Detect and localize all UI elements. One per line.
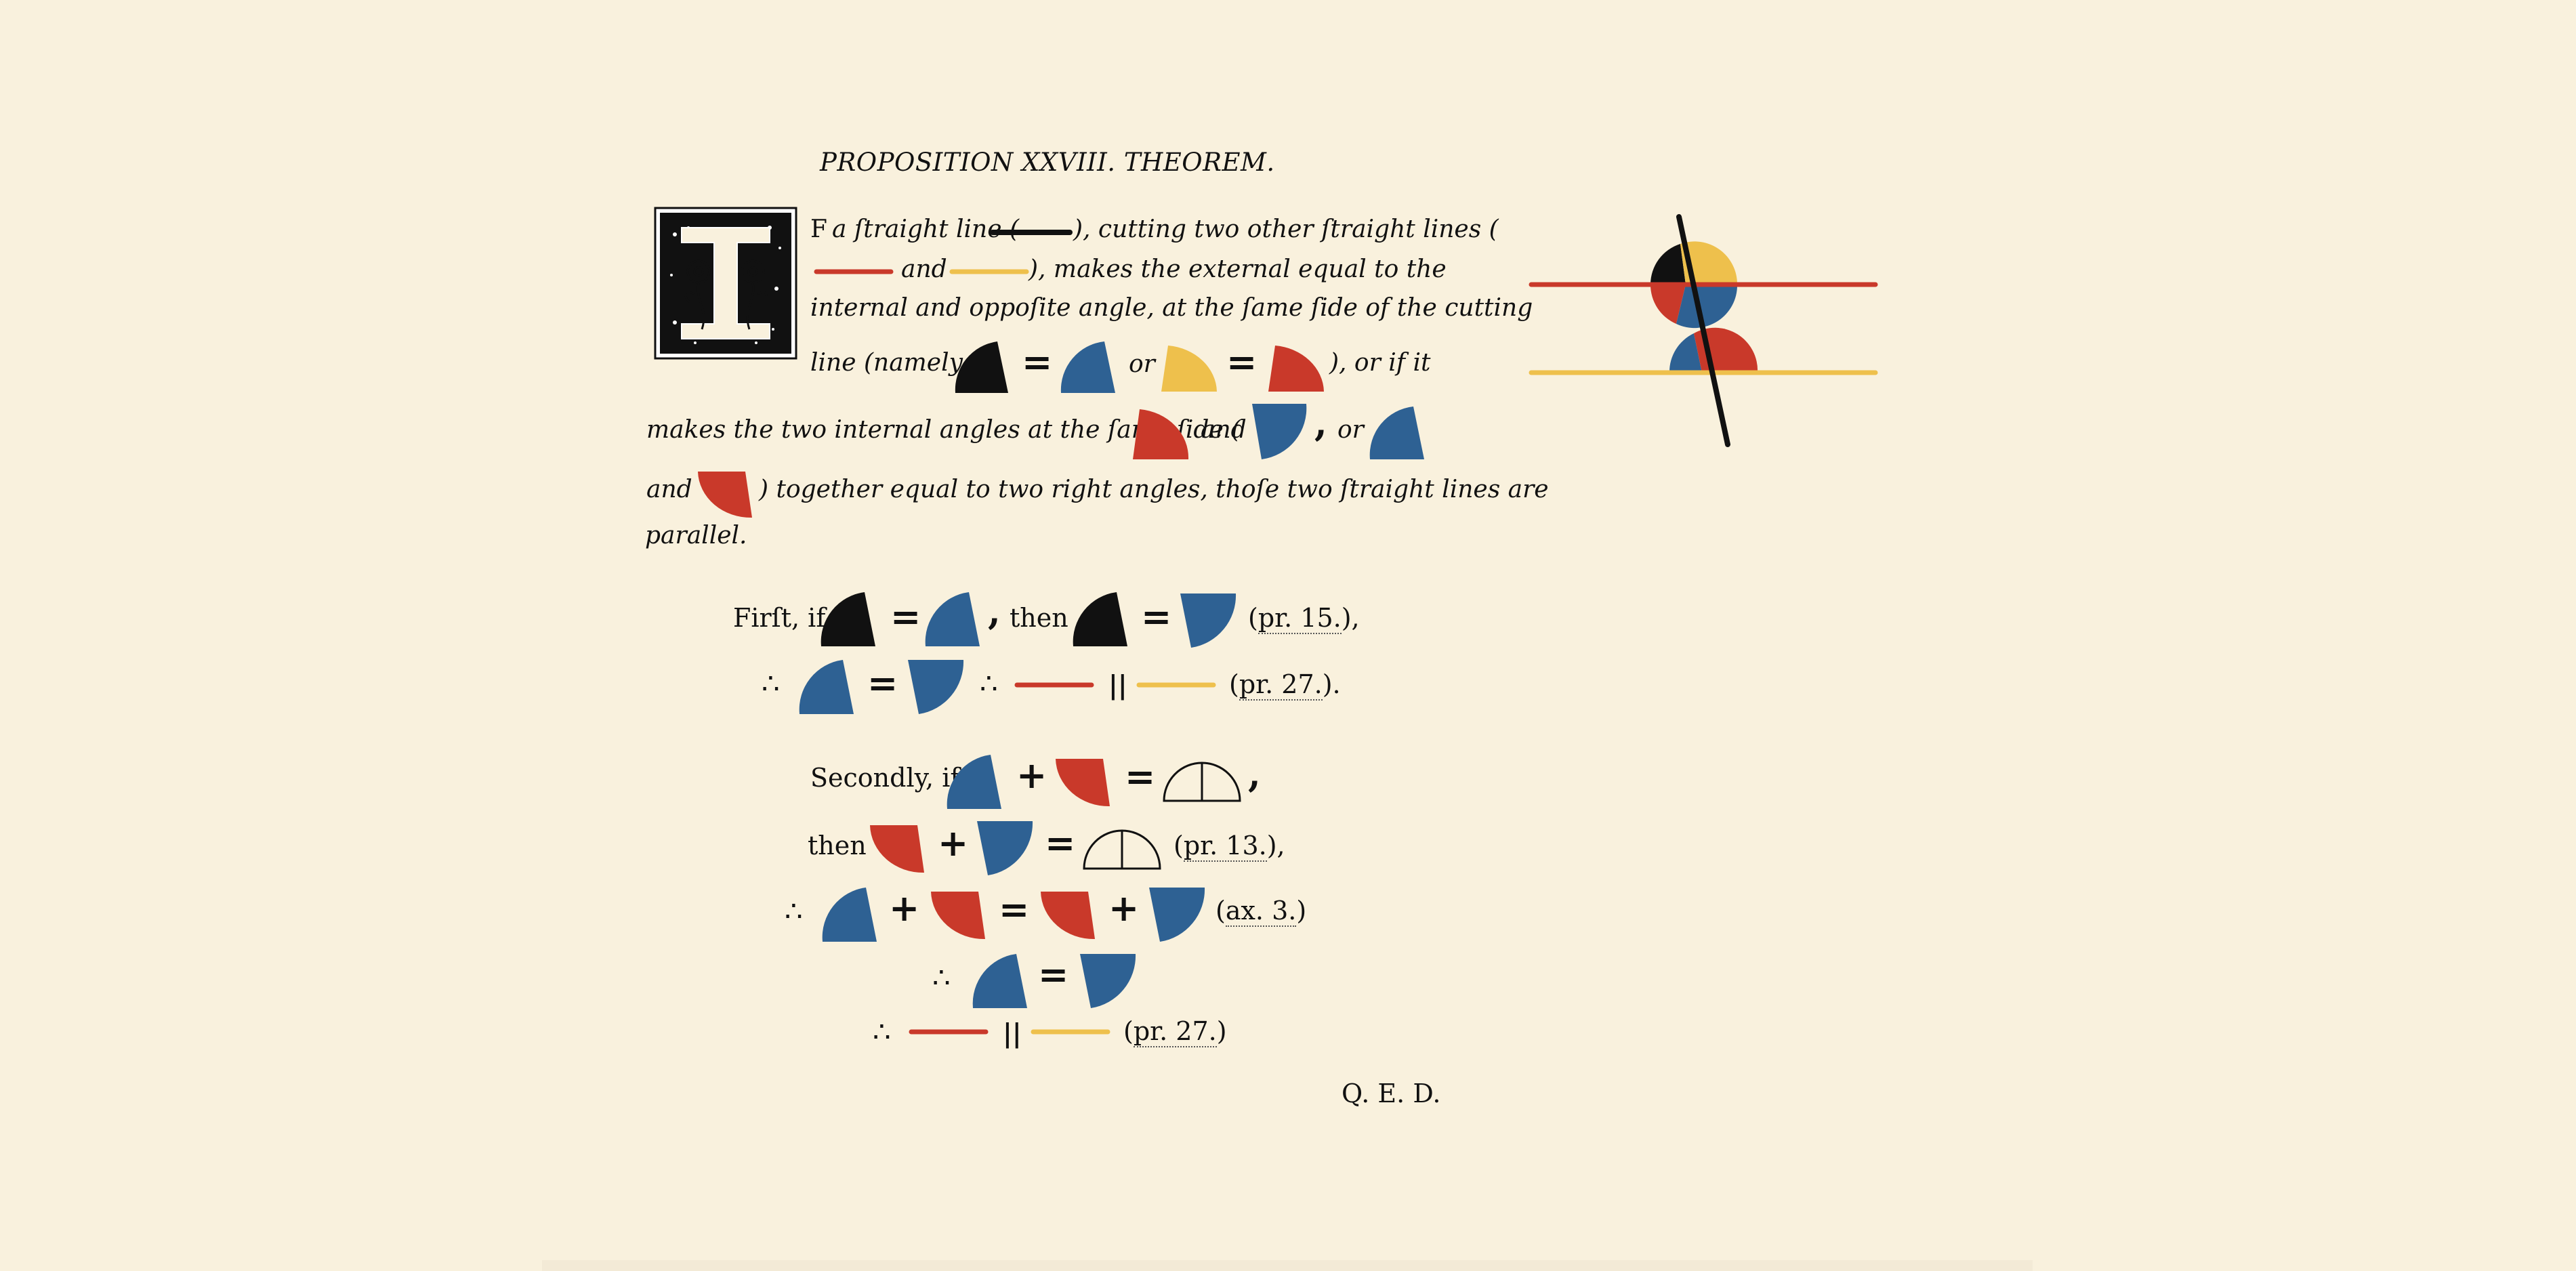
- plus-sign: +: [1016, 753, 1047, 797]
- equals-sign: =: [890, 595, 921, 638]
- black-angle-icon: [820, 592, 875, 646]
- equals-sign: =: [999, 888, 1030, 931]
- statement-text: or: [1129, 350, 1155, 378]
- plus-sign: +: [1108, 886, 1140, 930]
- reference-pr27[interactable]: (pr. 27.): [1123, 1016, 1227, 1047]
- red-angle-icon: [1133, 409, 1189, 459]
- red-angle-icon: [1041, 892, 1095, 940]
- red-line-icon: [909, 1029, 989, 1035]
- blue-angle-icon: [799, 660, 854, 714]
- black-angle-icon: [955, 341, 1008, 393]
- parallel-symbol: ||: [1003, 1018, 1022, 1048]
- reference-pr13[interactable]: (pr. 13.),: [1173, 831, 1285, 862]
- parallel-lines-figure: [1529, 214, 1878, 447]
- red-angle-icon: [1268, 346, 1324, 392]
- statement-text: line (namely,: [810, 349, 968, 377]
- statement-text: internal and oppoſite angle, at the ſame…: [810, 294, 1533, 322]
- therefore-symbol: ∴: [932, 961, 951, 994]
- proof-then-label: then: [1010, 603, 1068, 633]
- statement-text: ) together equal to two right angles, th…: [759, 476, 1549, 503]
- red-line-icon: [1014, 682, 1094, 688]
- red-angle-icon: [698, 472, 752, 518]
- equals-sign: =: [1022, 340, 1053, 383]
- cutting-line-icon: [990, 230, 1073, 235]
- blue-angle-icon: [947, 755, 1001, 809]
- comma: ,: [1314, 401, 1327, 444]
- blue-angle-icon: [977, 821, 1033, 875]
- parallel-symbol: ||: [1108, 669, 1127, 700]
- blue-angle-icon: [925, 592, 980, 646]
- blue-angle-icon: [822, 888, 877, 942]
- blue-angle-icon: [1080, 954, 1136, 1008]
- statement-text: and: [901, 255, 947, 283]
- statement-text: ), or if it: [1329, 349, 1431, 377]
- plus-sign: +: [889, 886, 920, 930]
- statement-text: ), cutting two other ſtraight lines (: [1073, 215, 1499, 243]
- equals-sign: =: [1125, 755, 1156, 798]
- yellow-line-icon: [949, 269, 1029, 274]
- yellow-line-icon: [1136, 682, 1216, 688]
- yellow-line-icon: [1031, 1029, 1110, 1035]
- yellow-angle-icon: [1161, 346, 1217, 392]
- statement-text: ), makes the external equal to the: [1029, 255, 1447, 283]
- red-angle-icon: [1056, 759, 1110, 807]
- therefore-symbol: ∴: [785, 894, 803, 928]
- comma: ,: [988, 589, 1001, 633]
- equals-sign: =: [1226, 340, 1258, 383]
- blue-angle-icon: [972, 954, 1027, 1008]
- red-line-icon: [814, 269, 894, 274]
- blue-angle-icon: [1369, 407, 1424, 459]
- blue-angle-icon: [1180, 593, 1237, 648]
- drop-cap-continuation: F: [810, 215, 827, 243]
- blue-angle-icon: [908, 660, 964, 714]
- red-angle-icon: [870, 825, 924, 873]
- reference-pr27[interactable]: (pr. 27.).: [1229, 669, 1341, 701]
- plus-sign: +: [938, 821, 969, 864]
- statement-text: or: [1337, 416, 1364, 444]
- comma: ,: [1248, 752, 1261, 795]
- equals-sign: =: [1038, 953, 1069, 996]
- statement-text: and: [646, 476, 692, 503]
- blue-angle-icon: [1149, 888, 1205, 942]
- statement-text: parallel.: [645, 522, 747, 549]
- two-right-angles-icon: [1083, 829, 1161, 870]
- proof-then-label: then: [808, 831, 867, 860]
- qed-label: Q. E. D.: [1342, 1079, 1441, 1108]
- reference-pr15[interactable]: (pr. 15.),: [1248, 603, 1360, 634]
- equals-sign: =: [1141, 595, 1172, 638]
- therefore-symbol: ∴: [980, 667, 998, 700]
- proof-first-label: Firſt, if: [733, 603, 826, 633]
- therefore-symbol: ∴: [873, 1015, 891, 1048]
- equals-sign: =: [1045, 821, 1076, 864]
- page-edge-shadow: [542, 1260, 2033, 1271]
- proposition-title: PROPOSITION XXVIII. THEOREM.: [820, 148, 1275, 177]
- blue-angle-icon: [1252, 404, 1307, 459]
- proof-second-label: Secondly, if: [810, 763, 960, 793]
- red-angle-icon: [931, 892, 985, 940]
- equals-sign: =: [867, 661, 898, 705]
- two-right-angles-icon: [1163, 762, 1241, 802]
- black-angle-icon: [1073, 592, 1127, 646]
- ornamental-letter-I-icon: [654, 207, 797, 360]
- therefore-symbol: ∴: [762, 667, 780, 700]
- reference-ax3[interactable]: (ax. 3.): [1216, 896, 1307, 927]
- statement-text: and: [1201, 416, 1247, 444]
- statement-text: a ſtraight line (: [832, 215, 1020, 243]
- blue-angle-icon: [1060, 341, 1115, 393]
